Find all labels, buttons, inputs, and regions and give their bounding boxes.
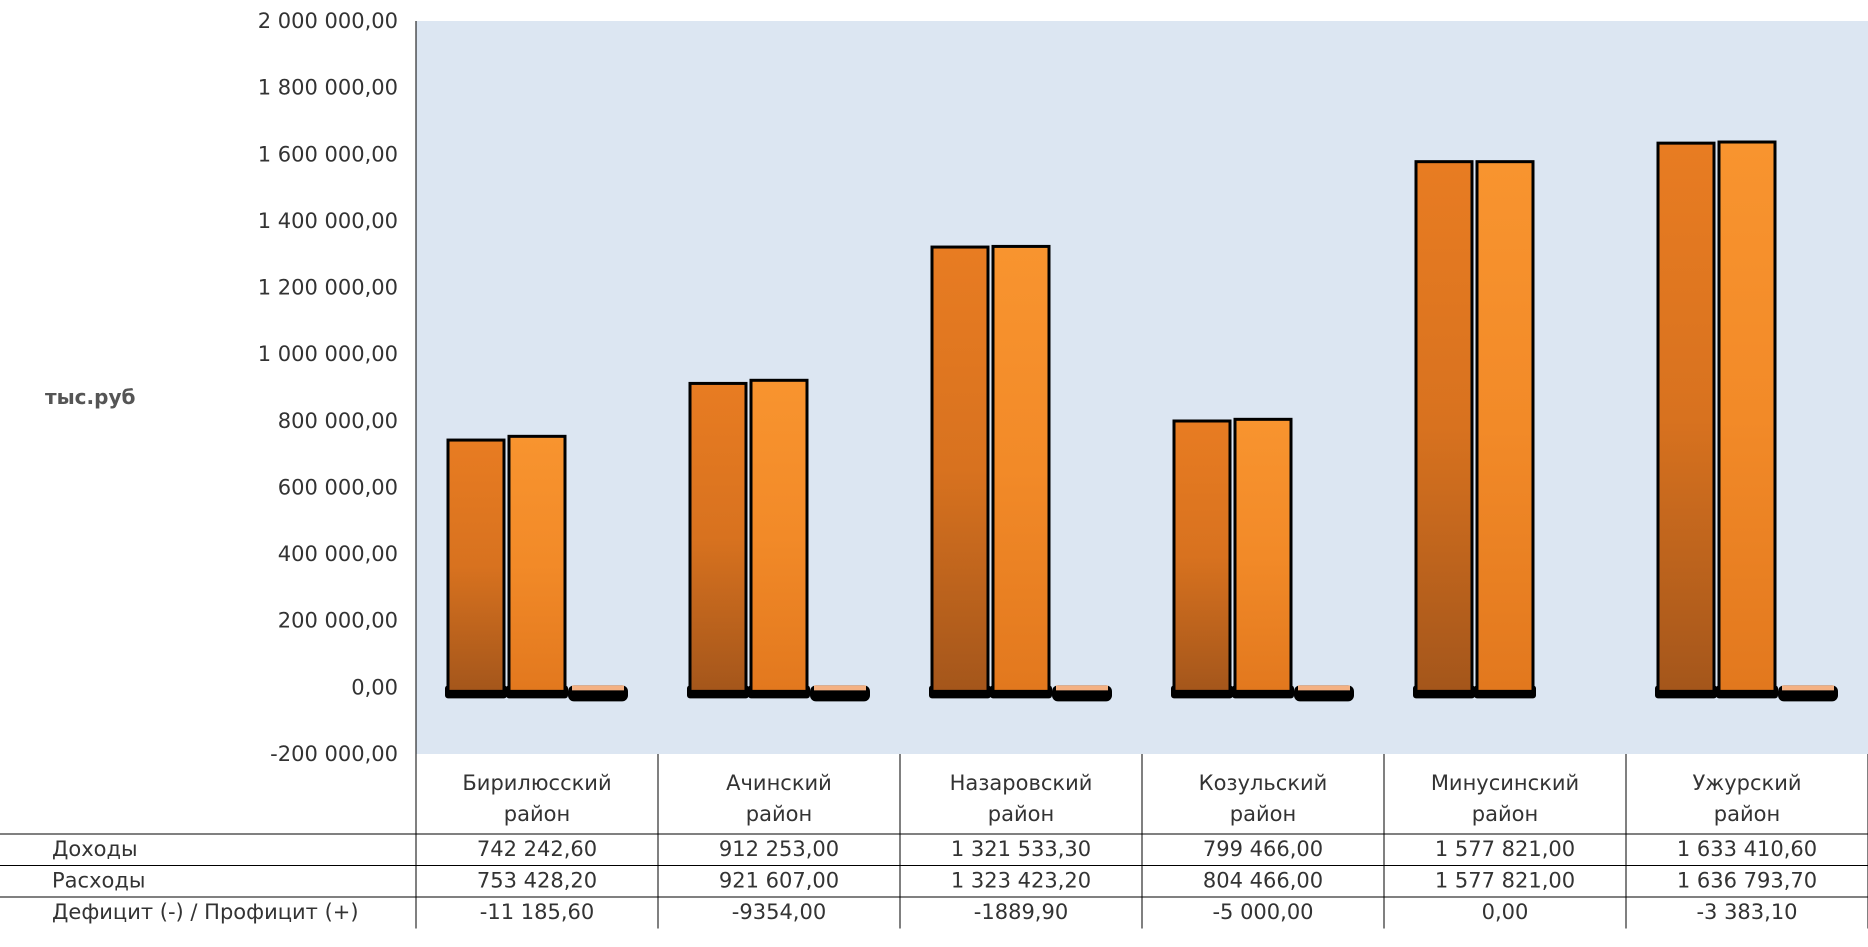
y-tick-label: 600 000,00: [278, 475, 398, 499]
bar-income: [446, 438, 506, 693]
table-cell: -9354,00: [732, 900, 826, 924]
category-label: Минусинский: [1431, 771, 1579, 795]
table-cell: 753 428,20: [477, 869, 597, 893]
table-cell: -5 000,00: [1212, 900, 1313, 924]
bar-deficit: [814, 685, 866, 691]
table-cell: 1 577 821,00: [1435, 837, 1575, 861]
y-tick-label: 400 000,00: [278, 542, 398, 566]
table-cell: -1889,90: [974, 900, 1068, 924]
table-row-header: Расходы: [52, 869, 145, 893]
category-label: район: [1472, 802, 1538, 826]
table-row-header: Доходы: [52, 837, 138, 861]
bar-income: [1172, 419, 1232, 693]
table-cell: 0,00: [1482, 900, 1529, 924]
bar-income: [930, 245, 990, 693]
y-tick-label: 1 000 000,00: [258, 342, 398, 366]
bar-expense: [507, 434, 567, 693]
table-cell: 1 636 793,70: [1677, 869, 1817, 893]
category-label: район: [504, 802, 570, 826]
table-cell: 921 607,00: [719, 869, 839, 893]
category-label: Назаровский: [950, 771, 1093, 795]
bar-expense: [749, 378, 809, 693]
bar-expense: [1717, 140, 1777, 693]
bar-expense: [1475, 160, 1535, 693]
y-tick-label: 1 600 000,00: [258, 142, 398, 166]
y-tick-label: 200 000,00: [278, 609, 398, 633]
table-cell: 742 242,60: [477, 837, 597, 861]
y-tick-label: 1 200 000,00: [258, 276, 398, 300]
table-cell: 912 253,00: [719, 837, 839, 861]
table-cell: 799 466,00: [1203, 837, 1323, 861]
y-axis-label: тыс.руб: [45, 385, 135, 409]
category-label: Бирилюсский: [462, 771, 611, 795]
bar-income: [1414, 160, 1474, 693]
bar-deficit: [572, 685, 624, 691]
bar-deficit: [1782, 685, 1834, 691]
category-label: район: [746, 802, 812, 826]
table-cell: 1 577 821,00: [1435, 869, 1575, 893]
bar-expense: [991, 244, 1051, 693]
table-cell: -11 185,60: [480, 900, 594, 924]
category-label: Козульский: [1199, 771, 1328, 795]
category-label: район: [1714, 802, 1780, 826]
y-tick-label: 800 000,00: [278, 409, 398, 433]
category-label: Ужурский: [1693, 771, 1802, 795]
table-cell: 1 323 423,20: [951, 869, 1091, 893]
y-tick-label: 0,00: [351, 675, 398, 699]
y-tick-label: 1 400 000,00: [258, 209, 398, 233]
bar-income: [688, 381, 748, 693]
category-label: Ачинский: [726, 771, 832, 795]
bar-deficit: [1056, 685, 1108, 691]
bar-income: [1656, 141, 1716, 693]
y-tick-label: -200 000,00: [270, 742, 398, 766]
table-cell: 804 466,00: [1203, 869, 1323, 893]
data-table: Бирилюсский район Ачинский район Назаровский…: [0, 754, 1868, 929]
category-label: район: [988, 802, 1054, 826]
category-label: район: [1230, 802, 1296, 826]
plot-area: [416, 21, 1868, 754]
table-row-header: Дефицит (-) / Профицит (+): [52, 900, 359, 924]
bars: [445, 140, 1838, 702]
table-cell: 1 633 410,60: [1677, 837, 1817, 861]
table-cell: 1 321 533,30: [951, 837, 1091, 861]
y-tick-label: 2 000 000,00: [258, 9, 398, 33]
bar-expense: [1233, 417, 1293, 693]
bar-deficit: [1298, 685, 1350, 691]
y-tick-label: 1 800 000,00: [258, 76, 398, 100]
table-cell: -3 383,10: [1696, 900, 1797, 924]
y-axis: 2 000 000,00 1 800 000,00 1 600 000,00 1 40…: [258, 9, 417, 772]
